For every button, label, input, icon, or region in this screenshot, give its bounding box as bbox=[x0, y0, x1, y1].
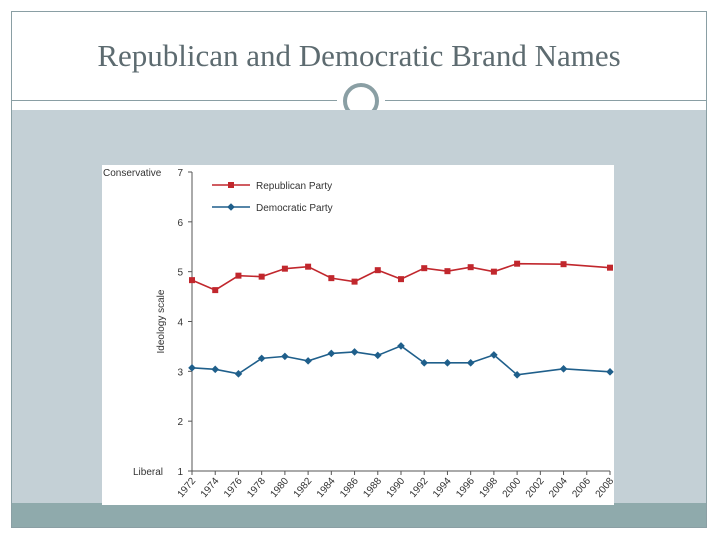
data-point-democratic bbox=[513, 371, 521, 379]
data-point-democratic bbox=[606, 368, 614, 376]
y-tick-label: 1 bbox=[177, 467, 183, 478]
data-point-democratic bbox=[397, 342, 405, 350]
data-point-democratic bbox=[466, 359, 475, 367]
x-tick-label: 2008 bbox=[594, 476, 614, 500]
data-point-democratic bbox=[211, 365, 220, 374]
y-tick-label: 3 bbox=[177, 367, 183, 378]
data-point-republican bbox=[189, 277, 195, 284]
data-point-democratic bbox=[281, 352, 289, 361]
legend-label: Democratic Party bbox=[256, 203, 333, 214]
data-point-republican bbox=[258, 273, 265, 280]
y-end-label-bottom: Liberal bbox=[133, 467, 163, 478]
data-point-democratic bbox=[420, 359, 429, 367]
y-axis-title: Ideology scale bbox=[156, 289, 167, 353]
data-point-republican bbox=[444, 268, 451, 275]
data-point-republican bbox=[305, 263, 312, 270]
x-tick-label: 2002 bbox=[524, 476, 547, 500]
data-point-republican bbox=[374, 267, 381, 274]
data-point-republican bbox=[514, 260, 521, 267]
data-point-republican bbox=[398, 276, 404, 283]
data-point-democratic bbox=[304, 357, 312, 365]
x-tick-label: 1972 bbox=[176, 476, 199, 500]
ideology-line-chart: 1 2 3 4 5 6 7 Conservative Liberal Ideology scale… bbox=[103, 168, 614, 500]
x-tick-label: 1976 bbox=[222, 476, 245, 500]
chart-image: 1 2 3 4 5 6 7 Conservative Liberal Ideology scale… bbox=[102, 165, 614, 505]
data-point-republican bbox=[607, 264, 613, 271]
data-point-democratic bbox=[257, 354, 266, 363]
x-tick-label: 1982 bbox=[292, 476, 315, 500]
data-point-republican bbox=[328, 275, 335, 282]
x-tick-label: 1980 bbox=[268, 476, 291, 500]
data-point-republican bbox=[421, 265, 428, 272]
legend-label: Republican Party bbox=[256, 181, 332, 192]
y-tick-label: 6 bbox=[177, 218, 183, 229]
title-rule-left bbox=[12, 100, 337, 101]
x-tick-label: 1988 bbox=[361, 476, 384, 500]
data-point-republican bbox=[235, 272, 242, 279]
x-tick-label: 2004 bbox=[547, 476, 570, 500]
x-tick-label: 2000 bbox=[501, 476, 524, 500]
data-point-democratic bbox=[373, 351, 382, 360]
y-tick-label: 7 bbox=[177, 168, 183, 179]
x-tick-label: 1986 bbox=[338, 476, 361, 500]
data-point-republican bbox=[490, 268, 497, 275]
data-point-democratic bbox=[443, 359, 452, 367]
legend-marker-diamond bbox=[227, 203, 235, 211]
data-point-democratic bbox=[350, 348, 359, 356]
y-tick-label: 4 bbox=[177, 318, 183, 329]
x-tick-label: 1994 bbox=[431, 476, 454, 500]
data-point-democratic bbox=[490, 351, 498, 359]
x-tick-label: 1992 bbox=[408, 476, 431, 500]
x-tick-label: 1978 bbox=[245, 476, 268, 500]
legend-marker-square bbox=[228, 182, 234, 188]
x-tick-label: 1974 bbox=[199, 476, 222, 500]
x-tick-label: 1996 bbox=[454, 476, 477, 500]
y-tick-label: 5 bbox=[177, 268, 183, 279]
title-rule-right bbox=[385, 100, 706, 101]
data-point-democratic bbox=[188, 364, 196, 372]
x-tick-label: 1984 bbox=[315, 476, 338, 500]
series-line-2 bbox=[191, 345, 611, 376]
slide-title: Republican and Democratic Brand Names bbox=[97, 38, 621, 73]
data-point-republican bbox=[467, 264, 474, 271]
data-point-republican bbox=[560, 261, 567, 268]
data-point-republican bbox=[281, 265, 288, 272]
y-end-label-top: Conservative bbox=[103, 168, 162, 179]
footer-bar bbox=[12, 503, 706, 527]
data-point-democratic bbox=[559, 365, 568, 373]
x-tick-label: 1990 bbox=[385, 476, 408, 500]
data-point-republican bbox=[351, 278, 358, 285]
data-point-democratic bbox=[327, 349, 336, 358]
x-tick-label: 2006 bbox=[570, 476, 593, 500]
x-tick-label: 1998 bbox=[477, 476, 500, 500]
data-point-democratic bbox=[234, 370, 243, 378]
data-point-republican bbox=[212, 287, 219, 294]
y-tick-label: 2 bbox=[177, 417, 183, 428]
